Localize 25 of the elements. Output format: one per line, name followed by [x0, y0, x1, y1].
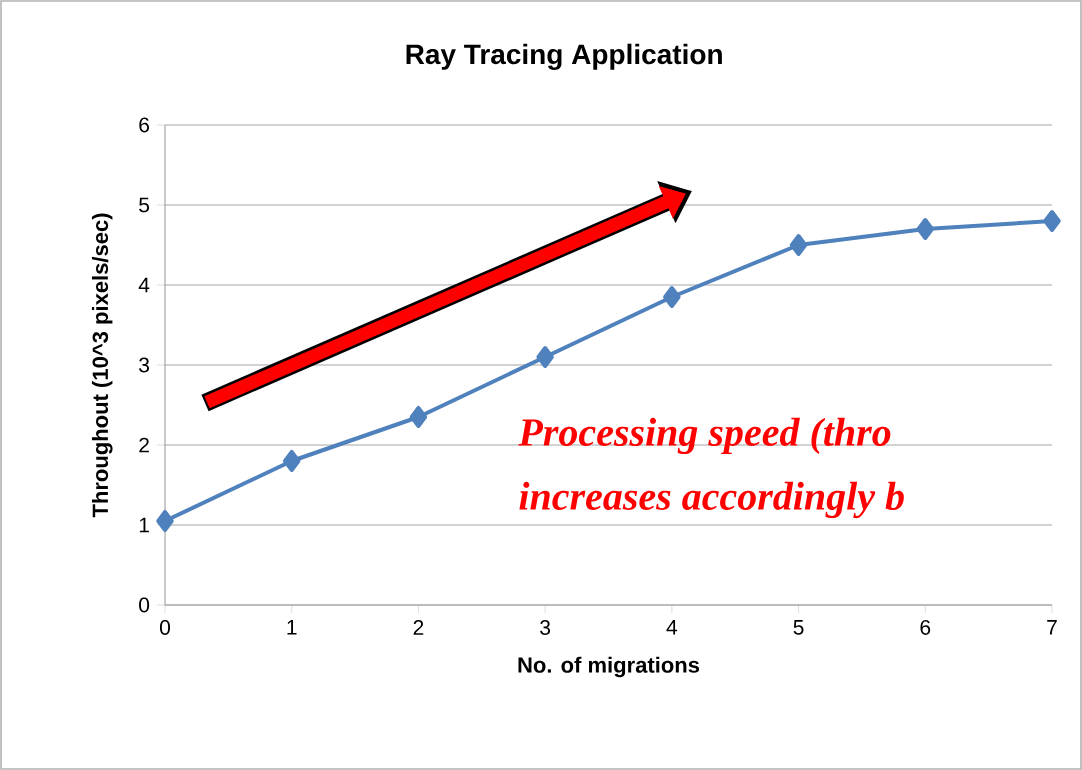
y-tick-label: 5 [139, 197, 150, 213]
x-tick-label: 7 [1047, 620, 1057, 635]
point [1043, 209, 1061, 232]
chart-title: Ray Tracing Application [406, 43, 722, 70]
x-tick-label: 4 [666, 620, 678, 635]
y-tick-label: 0 [139, 597, 150, 613]
y-axis-title: Throughout (10^3 pixels/sec) [91, 213, 113, 518]
y-tick-label: 1 [139, 517, 149, 533]
x-axis-title: No. of migrations [518, 656, 700, 678]
y-tick-label: 6 [139, 117, 150, 133]
annotation: Processing speed (thro [518, 417, 891, 455]
x-tick-label: 6 [920, 620, 931, 635]
x-tick-label: 5 [793, 620, 804, 635]
x-tick-label: 3 [540, 620, 551, 635]
point [282, 449, 301, 472]
x-tick-label: 2 [413, 620, 424, 635]
point [916, 217, 935, 240]
point [789, 234, 808, 256]
y-tick-label: 3 [139, 357, 150, 373]
x-tick-label: 1 [287, 620, 297, 635]
annotation: increases accordingly b [519, 481, 904, 519]
y-tick-label: 2 [139, 437, 149, 453]
point [156, 509, 174, 532]
y-tick-label: 4 [138, 277, 150, 293]
x-tick-label: 0 [159, 620, 171, 635]
